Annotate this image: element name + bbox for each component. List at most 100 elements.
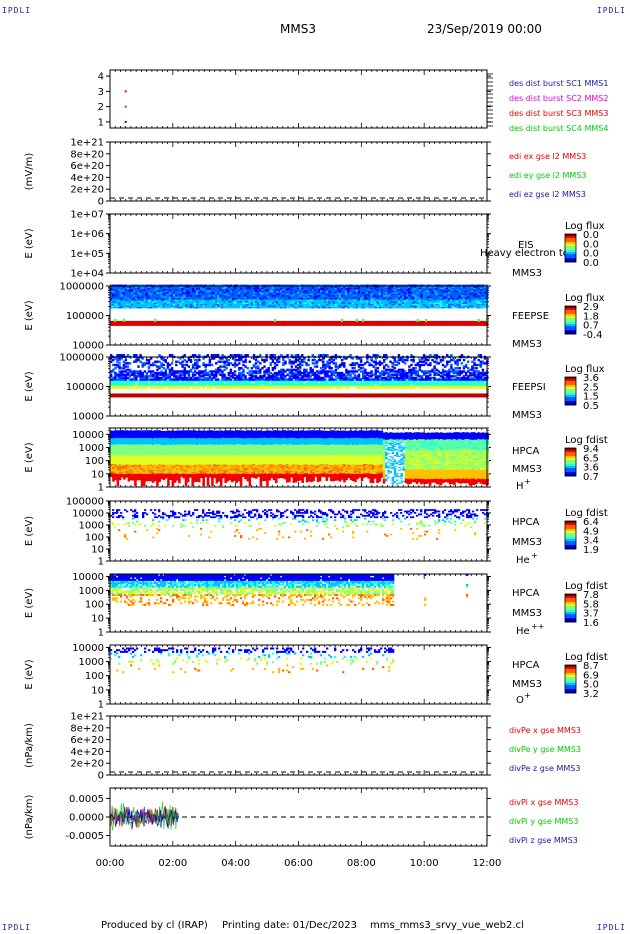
- heatmap-cell: [221, 303, 224, 306]
- heatmap-cell: [114, 291, 117, 294]
- heatmap-cell: [269, 296, 272, 299]
- heatmap-cell: [254, 290, 258, 293]
- heatmap-cell: [328, 306, 331, 309]
- heatmap-cell: [353, 303, 356, 306]
- heatmap-cell: [114, 393, 117, 398]
- heatmap-cell: [263, 306, 266, 309]
- heatmap-cell: [114, 320, 117, 326]
- heatmap-cell: [441, 320, 445, 326]
- heatmap-cell: [282, 288, 285, 291]
- heatmap-cell: [145, 306, 149, 309]
- heatmap-cell: [385, 320, 388, 326]
- heatmap-cell: [267, 296, 270, 299]
- heatmap-cell: [269, 293, 272, 296]
- heatmap-cell: [294, 302, 298, 304]
- heatmap-cell: [219, 290, 222, 293]
- heatmap-cell: [343, 291, 346, 294]
- heatmap-cell: [301, 305, 304, 307]
- heatmap-cell: [254, 294, 258, 297]
- heatmap-cell: [259, 284, 262, 287]
- heatmap-cell: [252, 302, 256, 304]
- heatmap-cell: [351, 296, 354, 299]
- heatmap-cell: [141, 290, 144, 293]
- heatmap-cell: [290, 320, 293, 326]
- y-tick-label: 8e+20: [70, 723, 104, 734]
- heatmap-cell: [135, 303, 138, 306]
- heatmap-cell: [110, 299, 113, 302]
- heatmap-cell: [273, 303, 277, 306]
- heatmap-cell: [355, 296, 359, 299]
- heatmap-cell: [191, 297, 195, 300]
- heatmap-cell: [128, 303, 132, 306]
- heatmap-cell: [317, 294, 321, 297]
- heatmap-cell: [364, 302, 367, 304]
- heatmap-cell: [215, 299, 218, 302]
- heatmap-cell: [322, 305, 325, 307]
- heatmap-cell: [141, 393, 144, 398]
- heatmap-cell: [265, 287, 268, 290]
- heatmap-cell: [231, 297, 235, 300]
- heatmap-cell: [324, 305, 327, 307]
- heatmap-cell: [420, 320, 424, 326]
- heatmap-cell: [131, 370, 134, 373]
- heatmap-cell: [198, 365, 201, 368]
- heatmap-cell: [305, 284, 308, 287]
- heatmap-cell: [210, 293, 214, 296]
- heatmap-cell: [183, 305, 186, 307]
- heatmap-cell: [383, 320, 386, 326]
- heatmap-cell: [149, 378, 153, 381]
- heatmap-cell: [227, 299, 230, 302]
- heatmap-cell: [275, 290, 279, 293]
- heatmap-cell: [110, 320, 113, 326]
- heatmap-cell: [221, 302, 224, 304]
- heatmap-cell: [168, 393, 172, 398]
- heatmap-cell: [303, 320, 306, 326]
- heatmap-cell: [143, 320, 146, 326]
- heatmap-cell: [246, 300, 249, 303]
- heatmap-cell: [296, 290, 300, 293]
- heatmap-cell: [345, 306, 348, 309]
- heatmap-cell: [357, 296, 361, 299]
- heatmap-cell: [189, 305, 193, 307]
- heatmap-cell: [156, 288, 159, 291]
- heatmap-cell: [286, 306, 289, 309]
- heatmap-cell: [301, 320, 304, 326]
- colorbar-swatch: [565, 244, 576, 247]
- heatmap-cell: [330, 305, 333, 307]
- heatmap-cell: [173, 291, 176, 294]
- heatmap-cell: [305, 293, 308, 296]
- heatmap-cell: [219, 305, 222, 307]
- heatmap-cell: [137, 302, 140, 304]
- heatmap-cell: [284, 288, 287, 291]
- heatmap-cell: [200, 375, 203, 378]
- heatmap-cell: [187, 357, 191, 360]
- heatmap-cell: [215, 306, 218, 309]
- heatmap-cell: [170, 297, 174, 300]
- heatmap-cell: [326, 303, 329, 306]
- heatmap-cell: [309, 293, 312, 296]
- heatmap-cell: [320, 305, 323, 307]
- heatmap-cell: [118, 320, 121, 326]
- heatmap-cell: [303, 288, 306, 291]
- heatmap-cell: [131, 306, 134, 309]
- heatmap-cell: [355, 297, 359, 300]
- heatmap-cell: [189, 286, 193, 288]
- heatmap-cell: [271, 293, 275, 296]
- heatmap-cell: [137, 299, 140, 302]
- heatmap-cell: [229, 299, 233, 302]
- heatmap-cell: [122, 293, 125, 296]
- heatmap-cell: [305, 305, 308, 307]
- heatmap-cell: [185, 291, 188, 294]
- heatmap-cell: [170, 284, 174, 287]
- heatmap-cell: [313, 288, 317, 291]
- heatmap-cell: [196, 306, 199, 309]
- heatmap-cell: [164, 393, 167, 398]
- heatmap-cell: [355, 290, 359, 293]
- heatmap-cell: [219, 303, 222, 306]
- heatmap-cell: [267, 299, 270, 302]
- heatmap-cell: [194, 393, 197, 398]
- heatmap-cell: [332, 286, 335, 288]
- heatmap-cell: [250, 299, 254, 302]
- heatmap-cell: [160, 300, 163, 303]
- heatmap-cell: [141, 362, 144, 365]
